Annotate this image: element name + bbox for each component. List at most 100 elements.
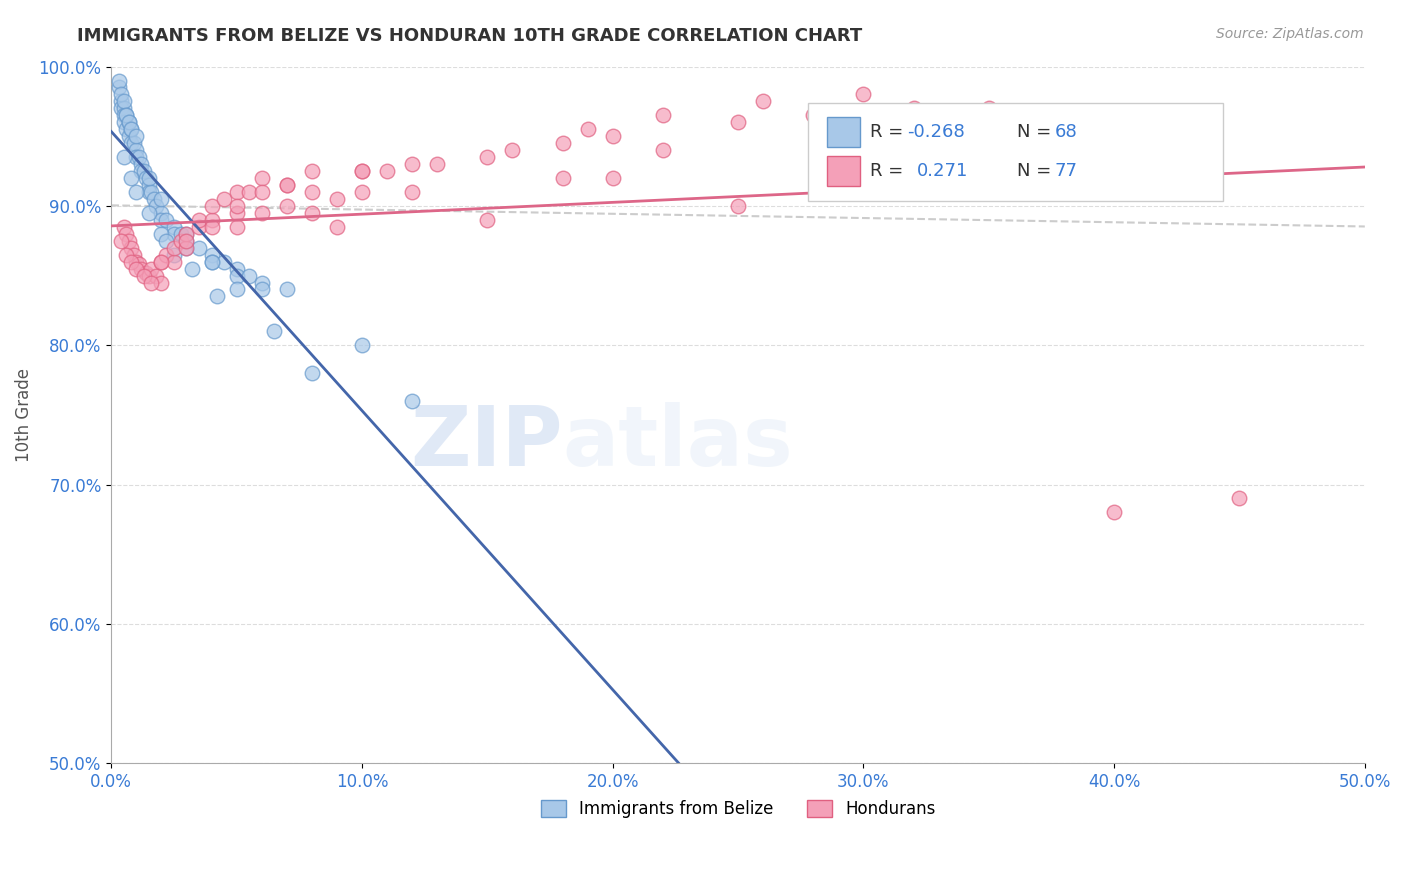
- Point: [135, 266, 157, 280]
- Point: [176, 227, 198, 241]
- Point: [125, 261, 148, 276]
- Point: [115, 227, 138, 241]
- Y-axis label: 10th Grade: 10th Grade: [15, 368, 32, 462]
- Point: [128, 150, 150, 164]
- Point: [200, 254, 222, 268]
- Point: [250, 276, 273, 290]
- Point: [276, 199, 298, 213]
- Point: [276, 178, 298, 192]
- Point: [977, 102, 1000, 116]
- Point: [301, 206, 323, 220]
- Point: [651, 108, 673, 122]
- Point: [138, 171, 160, 186]
- Point: [131, 261, 153, 276]
- Point: [602, 129, 624, 144]
- Point: [138, 185, 160, 199]
- Point: [155, 247, 177, 261]
- Point: [142, 192, 165, 206]
- Point: [141, 276, 163, 290]
- Point: [477, 150, 499, 164]
- Point: [301, 164, 323, 178]
- Point: [107, 73, 129, 87]
- Text: R =: R =: [870, 162, 910, 180]
- Point: [125, 129, 148, 144]
- Point: [752, 95, 775, 109]
- Point: [125, 254, 148, 268]
- Point: [188, 212, 211, 227]
- Point: [141, 261, 163, 276]
- Point: [263, 324, 285, 338]
- Point: [212, 254, 235, 268]
- Point: [115, 108, 138, 122]
- Point: [120, 254, 142, 268]
- Point: [112, 108, 135, 122]
- Point: [200, 199, 222, 213]
- Point: [225, 219, 247, 234]
- Point: [350, 185, 373, 199]
- Point: [138, 206, 160, 220]
- Point: [132, 268, 155, 283]
- Point: [163, 247, 186, 261]
- Point: [155, 234, 177, 248]
- Point: [176, 241, 198, 255]
- Point: [276, 178, 298, 192]
- Point: [276, 283, 298, 297]
- Point: [375, 164, 398, 178]
- Text: N =: N =: [1017, 123, 1056, 141]
- Point: [212, 192, 235, 206]
- Point: [401, 157, 423, 171]
- Text: R =: R =: [870, 123, 910, 141]
- Point: [176, 227, 198, 241]
- Point: [301, 185, 323, 199]
- Point: [225, 261, 247, 276]
- Point: [551, 171, 574, 186]
- Text: -0.268: -0.268: [907, 123, 965, 141]
- Point: [118, 129, 141, 144]
- Point: [401, 393, 423, 408]
- Point: [727, 199, 749, 213]
- Point: [301, 366, 323, 380]
- Point: [141, 185, 163, 199]
- Text: 77: 77: [1054, 162, 1077, 180]
- Point: [118, 234, 141, 248]
- Point: [131, 164, 153, 178]
- Point: [170, 227, 193, 241]
- Point: [238, 185, 260, 199]
- Point: [120, 122, 142, 136]
- Point: [350, 164, 373, 178]
- Point: [163, 227, 186, 241]
- Point: [426, 157, 449, 171]
- Point: [125, 185, 148, 199]
- Point: [120, 241, 142, 255]
- Point: [110, 234, 132, 248]
- Point: [250, 185, 273, 199]
- Point: [112, 102, 135, 116]
- Point: [115, 122, 138, 136]
- Point: [188, 241, 211, 255]
- Point: [120, 136, 142, 151]
- Legend: Immigrants from Belize, Hondurans: Immigrants from Belize, Hondurans: [534, 793, 942, 824]
- Point: [225, 206, 247, 220]
- Point: [250, 283, 273, 297]
- Point: [350, 164, 373, 178]
- Point: [477, 212, 499, 227]
- Point: [200, 254, 222, 268]
- Point: [801, 108, 824, 122]
- Point: [602, 171, 624, 186]
- Point: [205, 289, 228, 303]
- Point: [150, 227, 173, 241]
- Point: [120, 122, 142, 136]
- Point: [128, 257, 150, 271]
- Point: [188, 219, 211, 234]
- Point: [107, 80, 129, 95]
- Point: [903, 102, 925, 116]
- Point: [135, 171, 157, 186]
- Point: [110, 87, 132, 102]
- Point: [112, 150, 135, 164]
- Point: [350, 338, 373, 352]
- Point: [225, 283, 247, 297]
- Point: [176, 234, 198, 248]
- Point: [401, 185, 423, 199]
- Point: [225, 268, 247, 283]
- Point: [118, 115, 141, 129]
